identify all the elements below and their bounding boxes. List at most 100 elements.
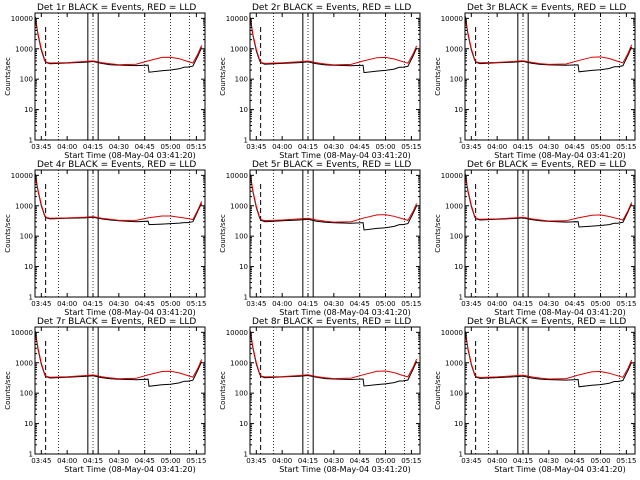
x-axis-title: Start Time (08-May-04 03:41:20) — [279, 465, 410, 474]
x-tick-label: 04:30 — [324, 300, 344, 308]
panel-title: Det 7r BLACK = Events, RED = LLD — [37, 317, 196, 327]
y-tick-label: 10000 — [11, 172, 33, 180]
lld-series-line — [34, 18, 203, 66]
x-tick-label: 04:45 — [565, 143, 585, 151]
x-tick-label: 05:00 — [375, 457, 395, 465]
x-tick-label: 04:15 — [83, 457, 103, 465]
x-tick-label: 05:15 — [401, 143, 421, 151]
x-axis-title: Start Time (08-May-04 03:41:20) — [494, 465, 625, 474]
y-tick-label: 10 — [454, 420, 463, 428]
y-tick-label: 100 — [20, 233, 33, 241]
detector-panel: Det 6r BLACK = Events, RED = LLD 1 10 100 10… — [434, 160, 636, 317]
plot-frame — [464, 169, 636, 298]
y-tick-label: 1000 — [15, 202, 33, 210]
x-tick-label: 04:15 — [513, 143, 533, 151]
lld-series-line — [464, 18, 633, 65]
x-axis-title: Start Time (08-May-04 03:41:20) — [64, 151, 195, 160]
lld-series-line — [464, 332, 633, 380]
x-tick-label: 04:30 — [324, 457, 344, 465]
x-tick-label: 05:15 — [186, 457, 206, 465]
x-tick-label: 04:00 — [57, 457, 77, 465]
x-tick-label: 04:15 — [513, 457, 533, 465]
y-tick-label: 10 — [454, 106, 463, 114]
x-tick-label: 05:00 — [160, 457, 180, 465]
x-tick-label: 04:15 — [298, 457, 318, 465]
panel-title: Det 6r BLACK = Events, RED = LLD — [467, 160, 626, 170]
x-tick-label: 03:45 — [461, 143, 481, 151]
x-tick-label: 03:45 — [31, 300, 51, 308]
y-tick-label: 10 — [239, 263, 248, 271]
x-axis-title: Start Time (08-May-04 03:41:20) — [279, 151, 410, 160]
panel-title: Det 1r BLACK = Events, RED = LLD — [37, 3, 196, 13]
x-tick-label: 05:15 — [401, 457, 421, 465]
y-tick-label: 1 — [459, 451, 463, 459]
x-tick-label: 03:45 — [461, 300, 481, 308]
detector-panel: Det 2r BLACK = Events, RED = LLD 1 10 100 10… — [219, 3, 421, 160]
x-tick-label: 04:15 — [298, 300, 318, 308]
x-tick-label: 05:15 — [186, 300, 206, 308]
x-tick-label: 04:00 — [57, 143, 77, 151]
y-tick-label: 1000 — [230, 45, 248, 53]
x-tick-label: 05:15 — [186, 143, 206, 151]
y-tick-label: 10 — [239, 420, 248, 428]
y-tick-label: 10000 — [11, 15, 33, 23]
x-tick-label: 05:15 — [616, 300, 636, 308]
x-axis-title: Start Time (08-May-04 03:41:20) — [64, 308, 195, 317]
x-tick-label: 03:45 — [246, 457, 266, 465]
y-tick-label: 1000 — [445, 45, 463, 53]
plot-frame — [249, 326, 421, 455]
y-tick-label: 10000 — [226, 15, 248, 23]
y-tick-label: 1 — [459, 137, 463, 145]
y-tick-label: 100 — [235, 233, 248, 241]
x-tick-label: 04:00 — [272, 457, 292, 465]
lld-series-line — [34, 332, 203, 380]
x-tick-label: 04:30 — [324, 143, 344, 151]
y-tick-label: 10 — [24, 263, 33, 271]
x-tick-label: 05:15 — [616, 457, 636, 465]
x-tick-label: 05:15 — [616, 143, 636, 151]
plot-frame — [249, 12, 421, 141]
x-tick-label: 04:45 — [350, 300, 370, 308]
x-tick-label: 04:45 — [135, 300, 155, 308]
x-axis-title: Start Time (08-May-04 03:41:20) — [64, 465, 195, 474]
y-axis-title: Counts/sec — [434, 214, 442, 253]
y-tick-label: 10000 — [226, 329, 248, 337]
x-tick-label: 05:00 — [590, 457, 610, 465]
y-axis-title: Counts/sec — [219, 57, 227, 96]
plot-frame — [34, 326, 206, 455]
y-tick-label: 1000 — [230, 202, 248, 210]
y-tick-label: 1 — [244, 451, 248, 459]
x-tick-label: 03:45 — [246, 143, 266, 151]
plot-frame — [34, 12, 206, 141]
x-tick-label: 04:00 — [272, 143, 292, 151]
x-tick-label: 04:00 — [487, 300, 507, 308]
x-tick-label: 04:15 — [83, 300, 103, 308]
x-tick-label: 03:45 — [246, 300, 266, 308]
y-tick-label: 1 — [29, 451, 33, 459]
plot-frame — [34, 169, 206, 298]
x-tick-label: 04:15 — [83, 143, 103, 151]
detector-panel: Det 1r BLACK = Events, RED = LLD 1 10 100 10… — [4, 3, 206, 160]
y-tick-label: 10 — [239, 106, 248, 114]
x-tick-label: 05:00 — [590, 300, 610, 308]
lld-series-line — [464, 175, 633, 222]
x-tick-label: 03:45 — [31, 143, 51, 151]
x-tick-label: 04:00 — [57, 300, 77, 308]
y-tick-label: 1000 — [15, 45, 33, 53]
events-series-line — [249, 330, 418, 387]
y-tick-label: 1000 — [445, 359, 463, 367]
y-axis-title: Counts/sec — [4, 371, 12, 410]
panel-title: Det 9r BLACK = Events, RED = LLD — [467, 317, 626, 327]
y-tick-label: 10000 — [441, 329, 463, 337]
panel-title: Det 5r BLACK = Events, RED = LLD — [252, 160, 411, 170]
x-tick-label: 03:45 — [461, 457, 481, 465]
x-tick-label: 05:00 — [160, 300, 180, 308]
x-tick-label: 04:15 — [513, 300, 533, 308]
x-tick-label: 04:45 — [350, 457, 370, 465]
x-tick-label: 05:15 — [401, 300, 421, 308]
y-tick-label: 1 — [29, 294, 33, 302]
y-tick-label: 100 — [450, 390, 463, 398]
x-axis-title: Start Time (08-May-04 03:41:20) — [279, 308, 410, 317]
panel-title: Det 2r BLACK = Events, RED = LLD — [252, 3, 411, 13]
